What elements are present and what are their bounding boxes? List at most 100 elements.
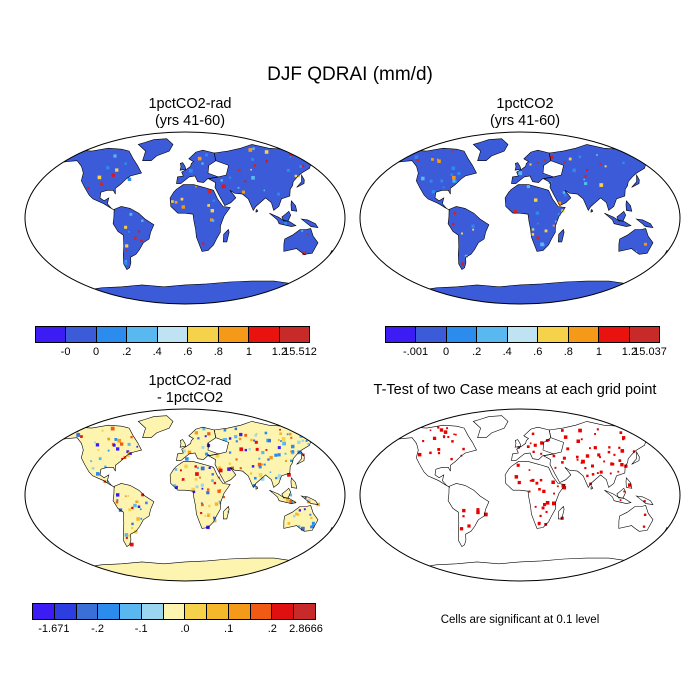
grid-cell xyxy=(443,430,448,434)
grid-cell xyxy=(124,533,129,537)
grid-cell xyxy=(303,508,306,511)
grid-cell xyxy=(472,228,475,231)
grid-cell xyxy=(286,168,290,172)
grid-cell xyxy=(310,525,313,529)
grid-cell xyxy=(269,455,273,460)
continent-southAmerica xyxy=(113,483,154,547)
grid-cell xyxy=(432,436,437,440)
grid-cell xyxy=(461,232,463,235)
grid-cell xyxy=(90,460,93,463)
grid-cell xyxy=(127,534,130,537)
grid-cell xyxy=(552,224,555,227)
grid-cell xyxy=(136,517,140,521)
grid-cell xyxy=(287,522,291,525)
grid-cell xyxy=(223,428,227,432)
colorbar-tick-label: -.2 xyxy=(91,623,104,635)
colorbar-top-left xyxy=(35,326,310,343)
grid-cell xyxy=(91,467,95,470)
grid-cell xyxy=(453,433,455,436)
grid-cell xyxy=(642,525,646,528)
colorbar-tick-label: 0 xyxy=(443,346,450,358)
grid-cell xyxy=(290,450,292,453)
coastline xyxy=(447,483,490,548)
grid-cell xyxy=(201,487,204,490)
coastline xyxy=(635,218,654,228)
grid-cell xyxy=(191,487,195,492)
grid-cell xyxy=(127,495,130,497)
grid-cell xyxy=(110,426,115,431)
colorbar-segment xyxy=(120,604,142,619)
coastline xyxy=(169,184,231,252)
grid-cell xyxy=(244,180,247,183)
grid-cell xyxy=(517,480,521,485)
grid-cell xyxy=(207,454,210,457)
colorbar-tick-label: .0 xyxy=(180,623,190,635)
grid-cell xyxy=(127,177,132,181)
colorbar-tick-label: 1.2 xyxy=(271,346,288,358)
grid-cell xyxy=(127,442,131,446)
grid-cell xyxy=(286,433,289,436)
grid-cell xyxy=(294,174,297,178)
grid-cell xyxy=(206,491,210,495)
grid-cell xyxy=(255,432,258,435)
grid-cell xyxy=(125,536,128,539)
grid-cell xyxy=(543,503,547,507)
colorbar-segment xyxy=(629,327,659,342)
colorbar-segment xyxy=(477,327,508,342)
grid-cell xyxy=(516,463,520,467)
grid-cell xyxy=(127,451,130,454)
grid-cell xyxy=(101,429,104,432)
coastline xyxy=(281,487,292,499)
grid-cell xyxy=(613,453,616,456)
grid-cell xyxy=(237,186,240,189)
grid-cell xyxy=(195,485,199,489)
grid-cell xyxy=(314,432,317,435)
grid-cell xyxy=(643,500,646,503)
grid-cell xyxy=(241,190,245,194)
grid-cell xyxy=(635,250,637,253)
grid-cell xyxy=(562,191,566,194)
continent-philippines xyxy=(291,200,297,212)
grid-cell xyxy=(204,435,207,438)
grid-cell xyxy=(563,435,568,439)
grid-cell xyxy=(462,515,465,518)
coastline xyxy=(222,228,230,243)
grid-cell xyxy=(599,183,604,187)
grid-cell xyxy=(124,162,127,165)
grid-cell xyxy=(277,446,281,450)
grid-cell xyxy=(278,476,282,480)
grid-cell xyxy=(115,500,119,504)
colorbar-segment xyxy=(96,327,128,342)
grid-cell xyxy=(619,431,623,434)
grid-cell xyxy=(267,458,270,461)
grid-cell xyxy=(202,427,206,431)
panel-title-bottom-left: 1pctCO2-rad - 1pctCO2 xyxy=(60,373,320,407)
grid-cell xyxy=(235,458,238,461)
grid-cell xyxy=(453,211,457,215)
colorbar-segment xyxy=(416,327,447,342)
colorbar-segment xyxy=(250,604,273,619)
grid-cell xyxy=(134,530,138,534)
grid-cell xyxy=(308,498,311,501)
continent-northAmerica xyxy=(394,148,477,211)
grid-cell xyxy=(258,473,263,477)
grid-cell xyxy=(228,437,232,440)
grid-cell xyxy=(293,515,296,518)
grid-cell xyxy=(513,209,517,214)
grid-cell xyxy=(414,155,419,159)
grid-cell xyxy=(462,508,466,513)
grid-cell xyxy=(531,478,535,482)
grid-cell xyxy=(531,233,535,236)
continent-newGuinea xyxy=(636,219,653,228)
grid-cell xyxy=(222,438,226,441)
grid-cell xyxy=(207,189,212,194)
significance-note: Cells are significant at 0.1 level xyxy=(440,614,600,626)
continent-northAmerica xyxy=(59,148,142,211)
grid-cell xyxy=(561,429,564,432)
colorbar-tick-label: .4 xyxy=(502,346,512,358)
grid-cell xyxy=(239,432,243,437)
grid-cell xyxy=(528,469,531,471)
coastline xyxy=(604,212,632,227)
grid-cell xyxy=(104,465,107,469)
grid-cell xyxy=(302,164,305,167)
